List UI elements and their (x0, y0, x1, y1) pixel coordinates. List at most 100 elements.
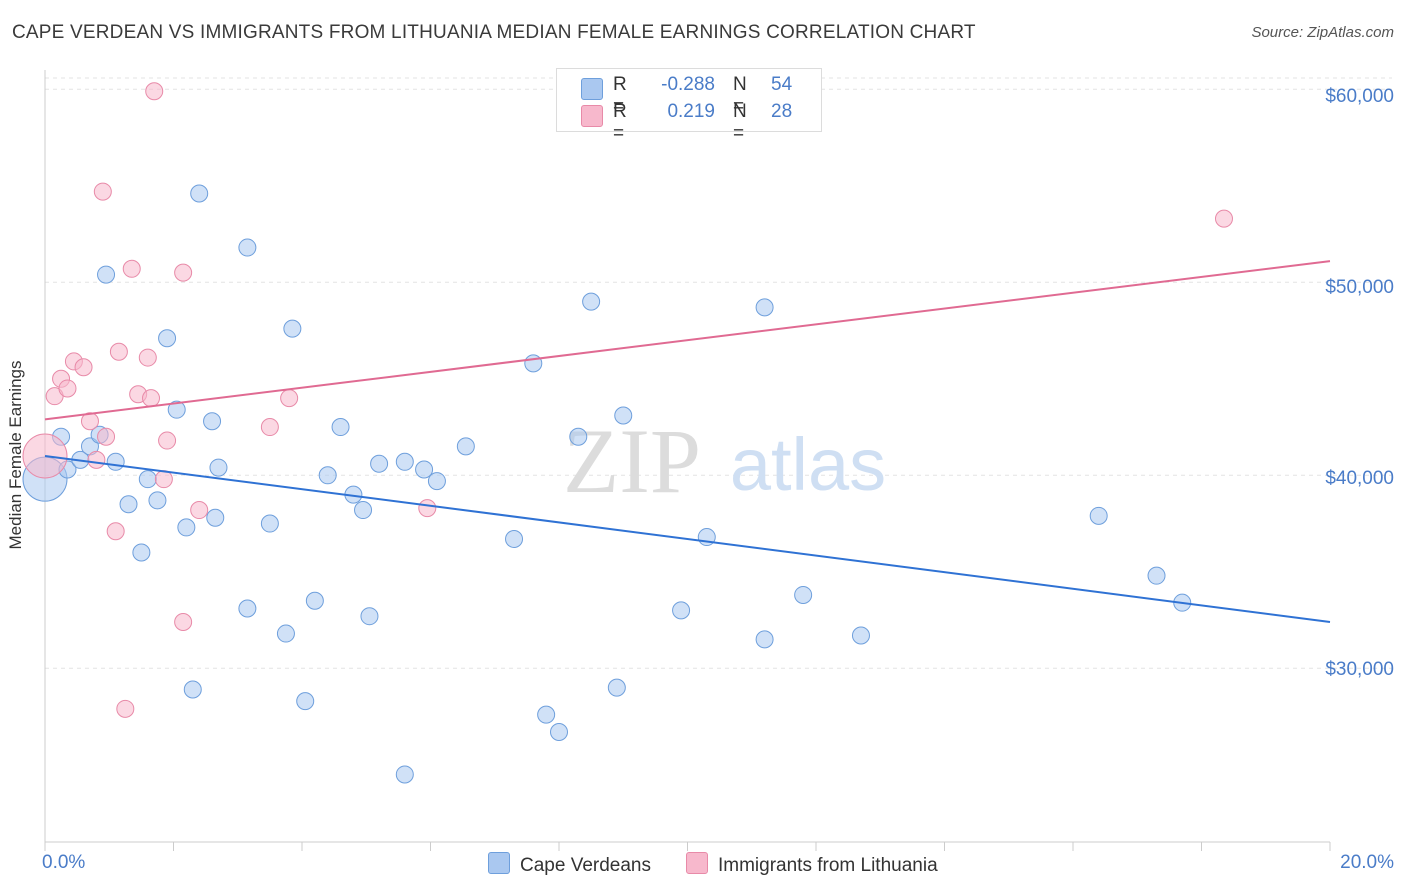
data-point (370, 454, 389, 473)
data-point (109, 342, 128, 361)
bottom-legend-swatch-pink (686, 852, 708, 874)
data-point (122, 259, 141, 278)
data-point (154, 470, 173, 489)
legend-r-value: 0.219 (667, 101, 715, 122)
legend-r-value: -0.288 (661, 74, 715, 95)
data-point (851, 626, 870, 645)
legend-n-value: 54 (771, 74, 793, 95)
data-point (238, 238, 257, 257)
chart-title: CAPE VERDEAN VS IMMIGRANTS FROM LITHUANI… (12, 22, 976, 43)
data-point (395, 452, 414, 471)
y-axis-label-wrap: Median Female Earnings (6, 361, 40, 550)
data-point (755, 298, 774, 317)
data-point (305, 591, 324, 610)
data-point (209, 458, 228, 477)
data-point (418, 499, 437, 518)
data-point (116, 699, 135, 718)
data-point (93, 182, 112, 201)
data-point (174, 612, 193, 631)
data-point (119, 495, 138, 514)
y-axis-label: Median Female Earnings (6, 360, 25, 550)
data-point (672, 601, 691, 620)
data-point (97, 427, 116, 446)
data-point (132, 543, 151, 562)
bottom-legend-lithuania: Immigrants from Lithuania (686, 852, 938, 877)
data-point (360, 607, 379, 626)
data-point (148, 491, 167, 510)
x-tick-label-min: 0.0% (42, 852, 86, 873)
legend-n-value: 28 (771, 101, 793, 122)
data-point (550, 722, 568, 741)
data-point (276, 624, 295, 643)
legend-n-label: N = (733, 74, 747, 117)
data-point (142, 389, 161, 408)
data-point (537, 705, 556, 724)
data-point (106, 452, 125, 471)
watermark: ZIP atlas (563, 410, 886, 512)
data-point (190, 184, 209, 203)
bottom-legend-label: Immigrants from Lithuania (718, 855, 938, 876)
data-point (74, 358, 93, 377)
data-point (415, 460, 434, 479)
data-point (318, 466, 337, 485)
gridlines (45, 77, 1392, 669)
data-point (58, 379, 77, 398)
data-point (1089, 506, 1108, 525)
data-point (505, 529, 524, 548)
source-label: Source: ZipAtlas.com (1251, 24, 1394, 41)
data-point (158, 431, 177, 450)
data-point (174, 263, 193, 282)
data-point (97, 265, 116, 284)
data-point (238, 599, 257, 618)
watermark-atlas: atlas (730, 423, 886, 506)
bottom-legend-cape-verdeans: Cape Verdeans (488, 852, 651, 877)
data-point (167, 400, 186, 419)
data-point (331, 418, 350, 437)
trend-lines (44, 260, 1331, 623)
data-point (354, 501, 373, 520)
data-point (190, 501, 209, 520)
data-point (296, 692, 315, 711)
data-point (1147, 566, 1166, 585)
data-point (569, 427, 588, 446)
bottom-legend-label: Cape Verdeans (520, 855, 651, 876)
data-point (395, 765, 414, 784)
data-point (456, 437, 475, 456)
data-point (427, 472, 446, 491)
y-tick-label: $60,000 (1325, 86, 1394, 107)
watermark-zip: ZIP (563, 410, 701, 512)
bottom-legend-swatch-blue (488, 852, 510, 874)
trend-line (44, 260, 1331, 421)
data-point (158, 329, 177, 348)
data-point (80, 412, 99, 431)
data-point (582, 292, 601, 311)
data-point (260, 418, 279, 437)
data-point (203, 412, 222, 431)
data-point (1214, 209, 1233, 228)
data-point (283, 319, 302, 338)
data-point (794, 585, 813, 604)
data-point (755, 630, 774, 649)
legend-r-label: R = (613, 101, 627, 144)
data-point (607, 678, 626, 697)
data-point (183, 680, 202, 699)
data-point (280, 389, 299, 408)
data-point (106, 522, 125, 541)
data-point (206, 508, 225, 527)
data-point (145, 82, 164, 101)
legend-r-label: R = (613, 74, 627, 117)
y-tick-label: $40,000 (1325, 468, 1394, 489)
legend-n-label: N = (733, 101, 747, 144)
data-point (87, 450, 106, 469)
y-tick-label: $30,000 (1325, 659, 1394, 680)
data-point (260, 514, 279, 533)
data-point (138, 470, 157, 489)
data-point (524, 354, 543, 373)
trend-line (44, 455, 1331, 623)
x-tick-label-max: 20.0% (1340, 852, 1394, 873)
stats-legend: R = -0.288 N = 54 R = 0.219 N = 28 (556, 68, 822, 144)
data-point (138, 348, 157, 367)
data-point (177, 518, 196, 537)
legend-swatch-pink (581, 105, 603, 127)
